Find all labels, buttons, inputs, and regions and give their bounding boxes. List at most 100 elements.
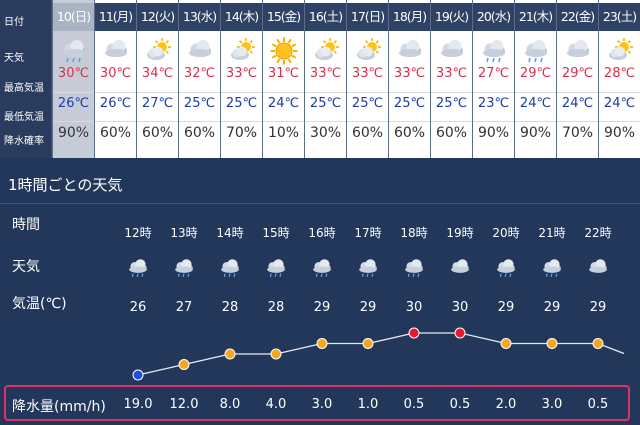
row-separator: [53, 121, 94, 122]
temperature-point: [454, 327, 466, 339]
day-rain-chance: 70%: [561, 125, 594, 141]
day-date: 16(土): [305, 3, 346, 31]
row-separator: [557, 92, 598, 93]
day-high-temp: 27℃: [477, 66, 510, 81]
cloud-icon: [395, 36, 425, 66]
hour-time: 13時: [170, 226, 198, 240]
temperature-line: [137, 332, 625, 376]
day-column: 12(火) 34℃ 27℃ 60%: [136, 0, 178, 158]
day-date: 10(日): [53, 3, 94, 31]
label-hourly-weather: 天気: [12, 259, 40, 275]
partly-sunny-icon: [227, 36, 257, 66]
day-rain-chance: 30%: [309, 125, 342, 141]
rain-cloud-icon: [479, 36, 509, 66]
hour-precipitation: 1.0: [357, 397, 379, 412]
row-separator: [179, 121, 220, 122]
day-rain-chance: 90%: [519, 125, 552, 141]
hour-time: 12時: [124, 226, 152, 240]
day-high-temp: 34℃: [141, 66, 174, 81]
row-separator: [473, 92, 514, 93]
row-separator: [221, 121, 262, 122]
hour-temp: 28: [221, 300, 239, 315]
day-date: 21(木): [515, 3, 556, 31]
hour-precipitation: 8.0: [219, 397, 241, 412]
hour-precipitation: 19.0: [123, 397, 153, 412]
temperature-point: [546, 338, 558, 349]
rain-cloud-icon: [402, 256, 426, 280]
day-low-temp: 25℃: [393, 96, 426, 111]
hour-time: 18時: [400, 226, 428, 240]
row-separator: [95, 121, 136, 122]
day-high-temp: 33℃: [435, 66, 468, 81]
day-low-temp: 25℃: [435, 96, 468, 111]
day-date: 22(金): [557, 3, 598, 31]
cloud-icon: [563, 36, 593, 66]
day-column: 10(日) 30℃ 26℃ 90%: [52, 0, 94, 158]
weekly-label-column: 日付 天気 最高気温 最低気温 降水確率: [0, 0, 51, 158]
row-separator: [137, 121, 178, 122]
label-time: 時間: [12, 217, 40, 233]
day-low-temp: 24℃: [267, 96, 300, 111]
day-column: 19(火) 33℃ 25℃ 60%: [430, 0, 472, 158]
row-separator: [95, 92, 136, 93]
day-low-temp: 25℃: [309, 96, 342, 111]
row-separator: [263, 92, 304, 93]
label-weather: 天気: [4, 53, 24, 64]
partly-sunny-icon: [143, 36, 173, 66]
row-separator: [53, 92, 94, 93]
day-date: 19(火): [431, 3, 472, 31]
hour-temp: 30: [451, 300, 469, 315]
day-low-temp: 26℃: [57, 96, 90, 111]
row-separator: [599, 92, 640, 93]
hour-temp: 29: [589, 300, 607, 315]
rain-cloud-icon: [59, 36, 89, 66]
row-separator: [515, 121, 556, 122]
cloud-icon: [101, 36, 131, 66]
day-low-temp: 25℃: [225, 96, 258, 111]
day-date: 11(月): [95, 3, 136, 31]
day-rain-chance: 60%: [141, 125, 174, 141]
cloud-icon: [185, 36, 215, 66]
day-low-temp: 25℃: [351, 96, 384, 111]
hour-precipitation: 0.5: [403, 397, 425, 412]
day-date: 18(月): [389, 3, 430, 31]
hour-temp: 29: [543, 300, 561, 315]
hour-temp: 30: [405, 300, 423, 315]
precipitation-highlight-box: [4, 385, 630, 421]
row-separator: [389, 121, 430, 122]
day-high-temp: 33℃: [393, 66, 426, 81]
partly-sunny-icon: [605, 36, 635, 66]
divider: [0, 203, 640, 204]
day-high-temp: 30℃: [57, 66, 90, 81]
day-column: 16(土) 33℃ 25℃ 30%: [304, 0, 346, 158]
row-separator: [137, 92, 178, 93]
day-date: 14(木): [221, 3, 262, 31]
row-separator: [557, 121, 598, 122]
day-high-temp: 33℃: [309, 66, 342, 81]
day-low-temp: 27℃: [141, 96, 174, 111]
day-rain-chance: 60%: [435, 125, 468, 141]
day-low-temp: 24℃: [603, 96, 636, 111]
day-low-temp: 24℃: [561, 96, 594, 111]
day-low-temp: 24℃: [519, 96, 552, 111]
day-column: 21(木) 29℃ 24℃ 90%: [514, 0, 556, 158]
day-date: 20(水): [473, 3, 514, 31]
hour-time: 20時: [492, 226, 520, 240]
hour-temp: 29: [359, 300, 377, 315]
row-separator: [389, 92, 430, 93]
hour-precipitation: 0.5: [449, 397, 471, 412]
day-high-temp: 31℃: [267, 66, 300, 81]
hour-time: 14時: [216, 226, 244, 240]
rain-cloud-icon: [218, 256, 242, 280]
rain-cloud-icon: [264, 256, 288, 280]
hourly-columns: 12時 26 19.0 13時 27 12.0 14時 28 8.0 15時 28 4.0 16時 29 3…: [115, 210, 640, 412]
hour-precipitation: 2.0: [495, 397, 517, 412]
row-separator: [599, 121, 640, 122]
partly-sunny-icon: [311, 36, 341, 66]
row-separator: [431, 121, 472, 122]
day-high-temp: 28℃: [603, 66, 636, 81]
day-column: 20(水) 27℃ 23℃ 90%: [472, 0, 514, 158]
row-separator: [473, 121, 514, 122]
label-temperature: 気温(℃): [12, 296, 67, 312]
day-low-temp: 25℃: [183, 96, 216, 111]
